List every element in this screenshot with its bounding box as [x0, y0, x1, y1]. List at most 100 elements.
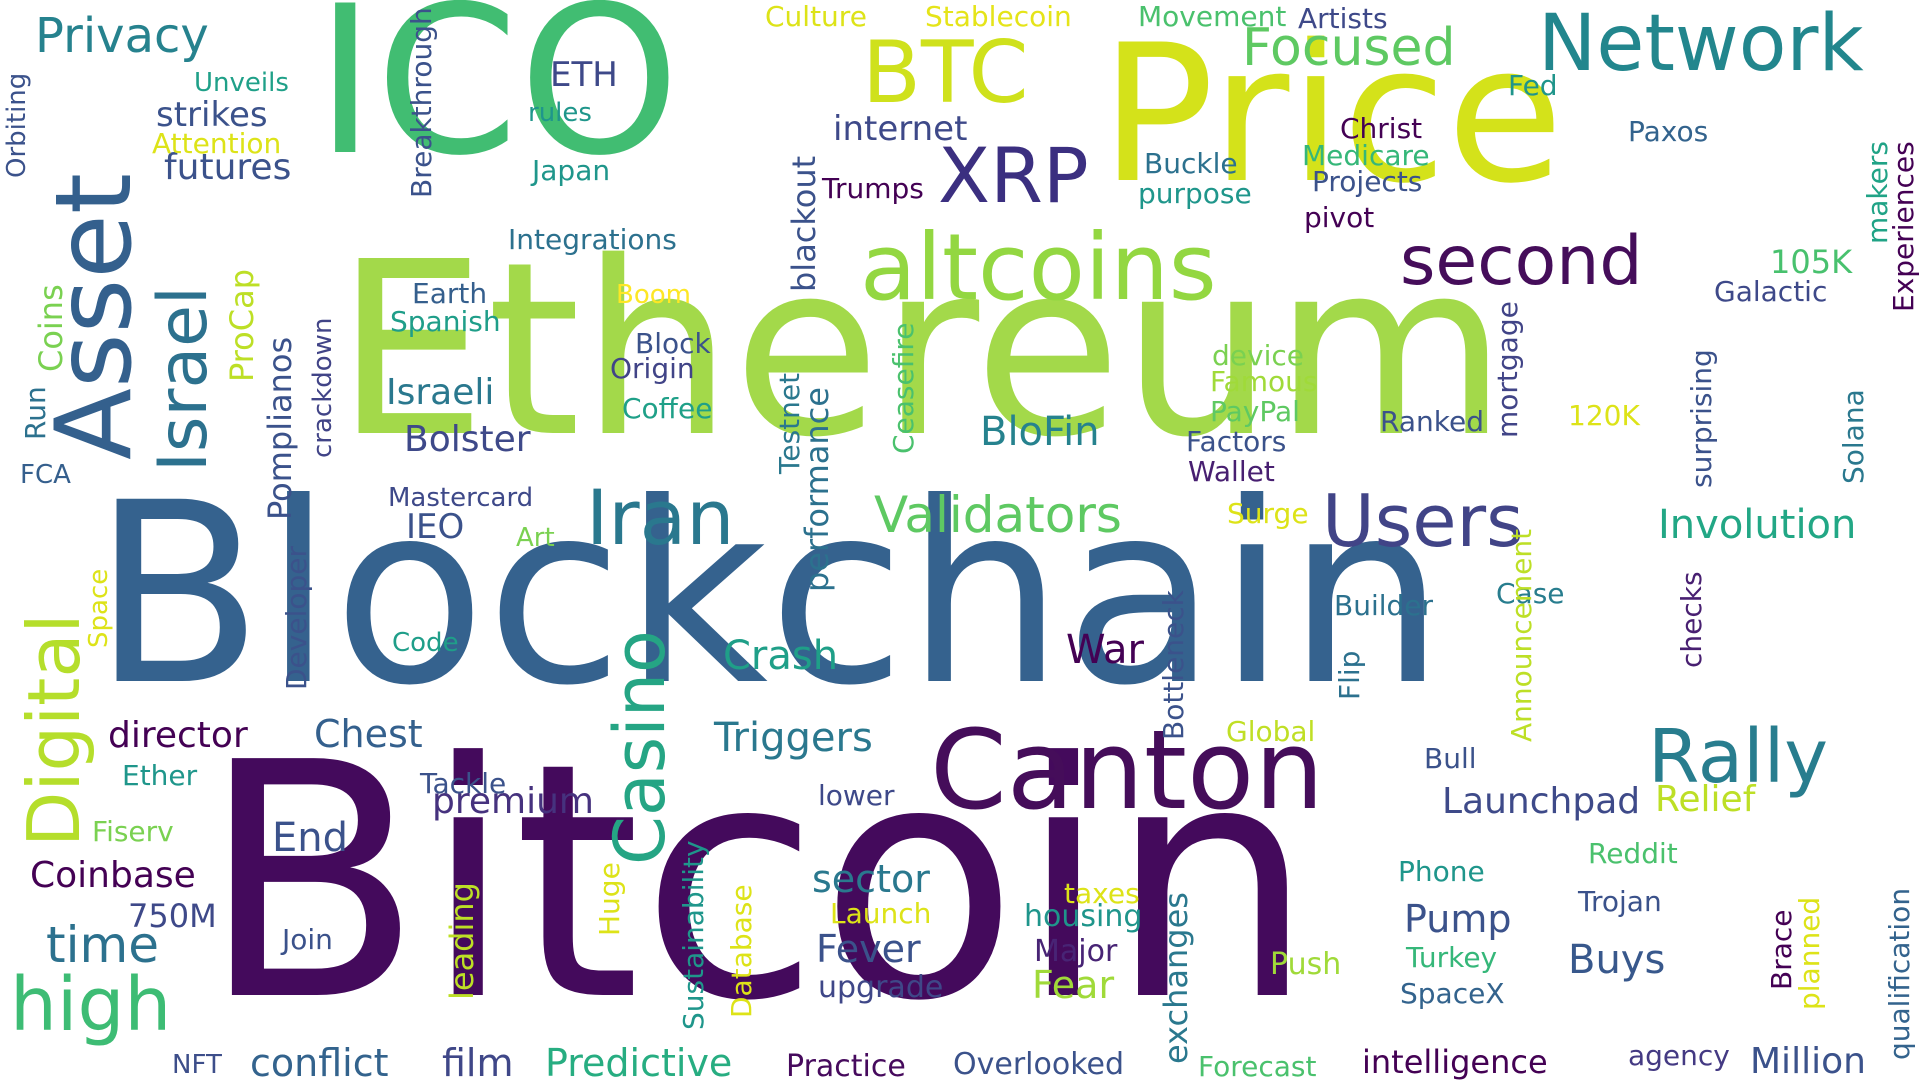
word: Ethereum [335, 210, 1508, 490]
word: Unveils [194, 68, 289, 98]
word: Validators [874, 486, 1122, 544]
word: War [1066, 627, 1144, 673]
word: pivot [1304, 201, 1375, 234]
word: Christ [1340, 112, 1423, 145]
word: Tackle [420, 767, 507, 800]
word: Israel [144, 286, 223, 472]
word: Earth [412, 277, 488, 310]
word: Fever [816, 927, 921, 971]
word: Launch [830, 897, 932, 930]
word: taxes [1064, 877, 1140, 910]
word: purpose [1138, 177, 1252, 210]
word: Ranked [1380, 405, 1484, 438]
word: Factors [1186, 425, 1287, 458]
word: Artists [1298, 2, 1388, 35]
word: Bitcoin [200, 693, 1315, 1072]
word: time [46, 916, 159, 974]
word: Overlooked [953, 1047, 1125, 1080]
word: Million [1750, 1041, 1866, 1080]
word: altcoins [860, 214, 1217, 321]
word: Israeli [386, 372, 495, 413]
word: Fed [1508, 69, 1558, 102]
word: qualification [1883, 887, 1916, 1060]
word: lower [818, 779, 895, 812]
word: XRP [938, 131, 1089, 220]
word: film [442, 1041, 514, 1080]
word: Fiserv [92, 815, 174, 848]
word: Integrations [508, 223, 677, 256]
word: checks [1675, 571, 1708, 668]
word: Attention [152, 127, 282, 160]
word: Bottleneck [1157, 590, 1190, 740]
word: Predictive [545, 1041, 733, 1080]
word: Trojan [1578, 885, 1662, 918]
word: Run [19, 386, 52, 440]
word: Flip [1333, 650, 1366, 700]
word: crackdown [308, 317, 338, 458]
word: Spanish [390, 305, 501, 338]
word: Brace [1765, 909, 1798, 991]
word: Origin [610, 352, 695, 385]
word: Ceasefire [887, 322, 920, 454]
word: Forecast [1198, 1050, 1317, 1080]
word: Wallet [1188, 455, 1275, 488]
word: Buys [1568, 937, 1666, 983]
word: Phone [1398, 855, 1485, 888]
word: strikes [156, 95, 268, 135]
word: device [1212, 339, 1304, 372]
word: Paxos [1628, 115, 1709, 148]
word: ETH [550, 55, 618, 95]
word: premium [432, 781, 594, 822]
word: SpaceX [1400, 977, 1505, 1010]
word: Developer [280, 545, 313, 690]
word: Huge [593, 862, 626, 936]
word: Turkey [1406, 941, 1498, 974]
word: upgrade [818, 970, 944, 1005]
word: ICO [315, 0, 680, 201]
word: 750M [128, 897, 217, 935]
word: Database [725, 884, 758, 1018]
word: NFT [172, 1050, 222, 1080]
word: Builder [1334, 589, 1434, 622]
word: high [10, 962, 172, 1048]
word: 120K [1568, 399, 1640, 432]
word: Launchpad [1442, 781, 1641, 822]
word: ProCap [223, 268, 261, 382]
word: intelligence [1362, 1043, 1548, 1080]
word: Art [516, 523, 555, 553]
word: surprising [1685, 349, 1718, 488]
word: Coins [32, 284, 70, 372]
word: Pump [1404, 897, 1512, 941]
word: Galactic [1714, 275, 1828, 308]
word: Breakthrough [405, 7, 438, 198]
word: Sustainability [677, 840, 710, 1030]
word: Network [1538, 0, 1864, 89]
word: Coinbase [30, 855, 196, 896]
word: Space [84, 568, 114, 648]
word: sector [812, 857, 930, 901]
word: FCA [20, 460, 71, 490]
word: leading [443, 882, 481, 1000]
word: housing [1024, 899, 1143, 934]
word: Major [1034, 934, 1118, 969]
word: Digital [12, 613, 96, 847]
word: Join [282, 923, 333, 956]
word: Block [635, 327, 711, 360]
word: Fear [1032, 963, 1115, 1007]
word: Coffee [622, 392, 713, 425]
word: Orbiting [2, 72, 32, 178]
word: Announcement [1505, 528, 1538, 742]
word: Triggers [714, 715, 873, 761]
word: Focused [1242, 18, 1456, 78]
word: futures [164, 147, 292, 188]
word: Solana [1837, 389, 1870, 484]
word: PayPal [1210, 395, 1300, 428]
word: Buckle [1144, 147, 1238, 180]
word: second [1400, 222, 1643, 301]
word: BTC [862, 23, 1029, 123]
word: planned [1793, 896, 1826, 1010]
word: Mastercard [388, 483, 534, 513]
word: Relief [1655, 779, 1756, 820]
word: IEO [406, 507, 465, 547]
word: Ether [122, 759, 198, 792]
